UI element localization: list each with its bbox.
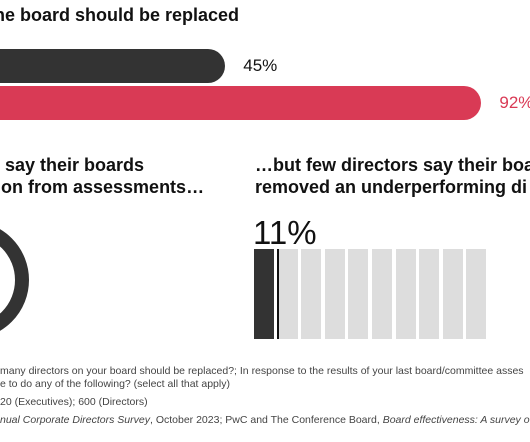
unit-block-1 bbox=[254, 249, 274, 339]
footnote-question-line2: e to do any of the following? (select al… bbox=[0, 378, 230, 390]
footnote-source-part1: nual Corporate Directors Survey bbox=[0, 414, 150, 426]
bar-2 bbox=[0, 86, 482, 120]
right-heading-line1: …but few directors say their boa bbox=[255, 155, 530, 175]
unit-block-4 bbox=[324, 249, 345, 339]
donut-ring bbox=[0, 229, 29, 331]
bar-1 bbox=[0, 49, 226, 83]
unit-chart-percent: 11% bbox=[253, 214, 317, 251]
unit-block-10 bbox=[466, 249, 487, 339]
unit-marker-line bbox=[277, 249, 279, 339]
left-heading-line1: s say their boards bbox=[0, 155, 145, 175]
right-heading-line2: removed an underperforming di bbox=[255, 177, 528, 197]
unit-block-2 bbox=[277, 249, 298, 339]
footnote-source-part2: , October 2023; PwC and The Conference B… bbox=[149, 414, 383, 426]
footnote-base: 20 (Executives); 600 (Directors) bbox=[0, 396, 148, 408]
left-heading-line2: tion from assessments… bbox=[0, 177, 205, 197]
footnote-question-line1: many directors on your board should be r… bbox=[0, 365, 524, 377]
bar-value-label-1: 45% bbox=[243, 56, 278, 75]
donut-chart bbox=[0, 229, 29, 331]
unit-block-8 bbox=[419, 249, 440, 339]
unit-block-7 bbox=[395, 249, 416, 339]
footnote-source: nual Corporate Directors Survey, October… bbox=[0, 414, 530, 427]
bar-value-label-2: 92% bbox=[499, 93, 530, 112]
unit-block-3 bbox=[301, 249, 322, 339]
footnote-source-part3: Board effectiveness: A survey o bbox=[382, 414, 530, 426]
unit-block-6 bbox=[372, 249, 392, 339]
chart-title: the board should be replaced bbox=[0, 5, 240, 25]
unit-block-5 bbox=[348, 249, 369, 339]
unit-block-9 bbox=[442, 249, 463, 339]
